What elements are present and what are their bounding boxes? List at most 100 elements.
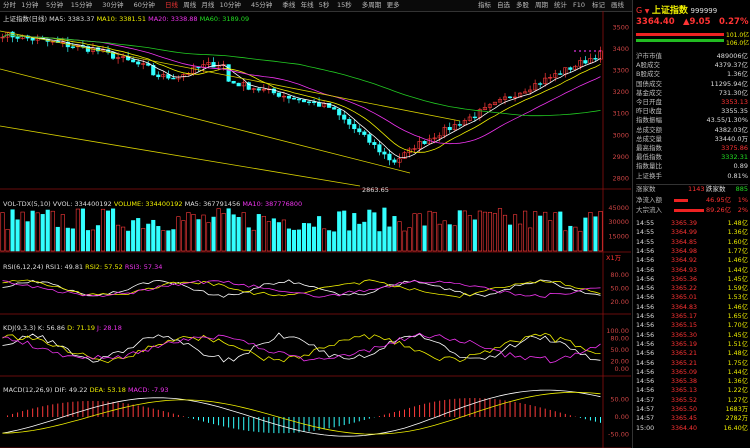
toolbar-item-0[interactable]: 指标 [478, 1, 491, 9]
volume-bar [186, 212, 191, 252]
inflow-label: 净流入额 [636, 196, 662, 204]
toolbar-item-5[interactable]: F10 [573, 1, 586, 9]
tick-price: 3365.22 [671, 285, 698, 293]
volume-bar [362, 221, 367, 252]
volume-bar [502, 214, 508, 252]
toolbar-item-7[interactable]: 画线 [611, 1, 624, 9]
tick-time: 14:56 [636, 359, 655, 367]
tick-time: 14:56 [636, 303, 655, 311]
candle-body [372, 142, 377, 145]
period-tab-10[interactable]: 45分钟 [251, 1, 273, 9]
tick-row: 14:56 3364.98 1.77亿 [636, 248, 748, 257]
rsi-pane-legend: RSI(6,12,24) RSI1: 49.81 RSI2: 57.52 RSI… [3, 263, 162, 271]
ma60-line [2, 34, 601, 117]
period-tab-11[interactable]: 季线 [282, 1, 296, 9]
tick-row: 14:56 3365.13 1.22亿 [636, 387, 748, 396]
candle-body [136, 61, 141, 65]
ma60-value: MA60: 3189.09 [199, 15, 250, 23]
candle-body [558, 73, 563, 75]
dropdown-icon[interactable]: ▼ [644, 8, 650, 15]
period-tab-3[interactable]: 15分钟 [70, 1, 93, 9]
period-tab-1[interactable]: 1分钟 [21, 1, 39, 9]
tick-amount: 1.27亿 [727, 396, 748, 404]
toolbar-item-1[interactable]: 自选 [497, 1, 510, 9]
volume-bar [347, 230, 352, 252]
k-line [2, 332, 601, 363]
volume-bar [477, 210, 482, 252]
candlestick-chart[interactable]: 3500 3400 3300 3200 3100 3000 2900 2800 45000 300… [0, 11, 631, 448]
tick-row: 14:56 3365.30 1.45亿 [636, 332, 748, 341]
vvol-value: VVOL: 334400192 [52, 200, 112, 208]
ma20-line [2, 34, 601, 145]
period-tab-6[interactable]: 日线 [165, 1, 178, 9]
stat-value: 3332.31 [721, 153, 748, 162]
tick-time: 14:55 [636, 220, 655, 227]
tick-row: 14:56 3365.09 1.44亿 [636, 369, 748, 378]
stat-value: 11295.94亿 [710, 79, 748, 88]
toolbar-item-4[interactable]: 统计 [554, 1, 567, 9]
candle-body [131, 59, 136, 63]
toolbar-item-2[interactable]: 多股 [516, 1, 529, 9]
tick-time: 14:56 [636, 368, 655, 376]
candle-body [15, 36, 20, 39]
period-tab-9[interactable]: 10分钟 [219, 1, 241, 9]
stat-value: 489006亿 [716, 52, 748, 60]
candle-body [151, 65, 156, 76]
tick-price: 3365.13 [671, 387, 698, 395]
period-tab-0[interactable]: 分时 [3, 1, 16, 9]
macd-pane-title: MACD(12,26,9) [3, 386, 53, 394]
candle-body [392, 159, 397, 163]
volume-bar [191, 214, 196, 252]
period-tab-15[interactable]: 多周期 [361, 1, 382, 9]
period-tab-14[interactable]: 15秒 [337, 1, 352, 9]
toolbar-item-6[interactable]: 标记 [592, 1, 605, 9]
ma5-line [2, 34, 601, 158]
period-tab-12[interactable]: 年线 [300, 1, 314, 9]
stat-row: 总成交额 4382.03亿 [636, 126, 748, 135]
period-tab-13[interactable]: 5秒 [318, 1, 330, 9]
volume-bar [90, 229, 96, 252]
volume-bar [10, 209, 15, 252]
tick-time: 14:55 [636, 238, 655, 246]
candle-body [397, 158, 402, 163]
tick-row: 14:56 3364.83 1.46亿 [636, 304, 748, 313]
volume-bar [593, 216, 598, 252]
volume-bar [181, 220, 186, 252]
tick-price: 3365.21 [671, 350, 698, 358]
volume-bar [201, 214, 206, 252]
tick-price: 3365.17 [671, 313, 698, 320]
period-tab-8[interactable]: 月线 [201, 1, 215, 9]
stat-label: 最高指数 [636, 144, 662, 152]
tick-row: 14:56 3364.92 1.46亿 [636, 257, 748, 266]
volume-bar [402, 230, 407, 252]
tick-price: 3364.99 [671, 229, 698, 237]
y-tick-label: 3300 [612, 67, 629, 75]
period-tab-5[interactable]: 60分钟 [133, 1, 155, 9]
volume-bar [256, 214, 261, 252]
candle-body [502, 96, 508, 100]
tick-time: 14:56 [636, 331, 655, 339]
tick-row: 14:56 3365.01 1.53亿 [636, 294, 748, 303]
chart-area[interactable]: 3500 3400 3300 3200 3100 3000 2900 2800 45000 300… [0, 11, 631, 448]
y-tick-label: 3200 [612, 88, 629, 96]
stat-label: 指数振幅 [636, 116, 662, 125]
tick-row: 14:57 3365.50 1683万 [636, 406, 748, 415]
volume-bar [60, 214, 65, 252]
candle-body [337, 108, 342, 116]
ma10-value: MA10: 3381.51 [96, 15, 147, 23]
period-tab-16[interactable]: 更多 [386, 1, 400, 9]
period-tab-2[interactable]: 5分钟 [46, 1, 64, 9]
tick-amount: 1.48亿 [727, 350, 748, 358]
tick-amount: 1.51亿 [727, 340, 748, 348]
period-tab-7[interactable]: 周线 [183, 1, 197, 9]
tick-price: 3365.01 [671, 294, 698, 302]
macd-pane-legend: MACD(12,26,9) DIF: 49.22 DEA: 53.18 MACD… [3, 386, 169, 394]
period-tab-4[interactable]: 30分钟 [102, 1, 124, 9]
candle-body [306, 101, 312, 103]
volume-bar [45, 209, 50, 252]
stat-value: 3355.35 [721, 107, 748, 116]
volume-bar [206, 222, 211, 252]
trend-channel-upper [0, 30, 461, 122]
toolbar-item-3[interactable]: 周期 [535, 1, 548, 9]
candle-body [256, 88, 261, 91]
